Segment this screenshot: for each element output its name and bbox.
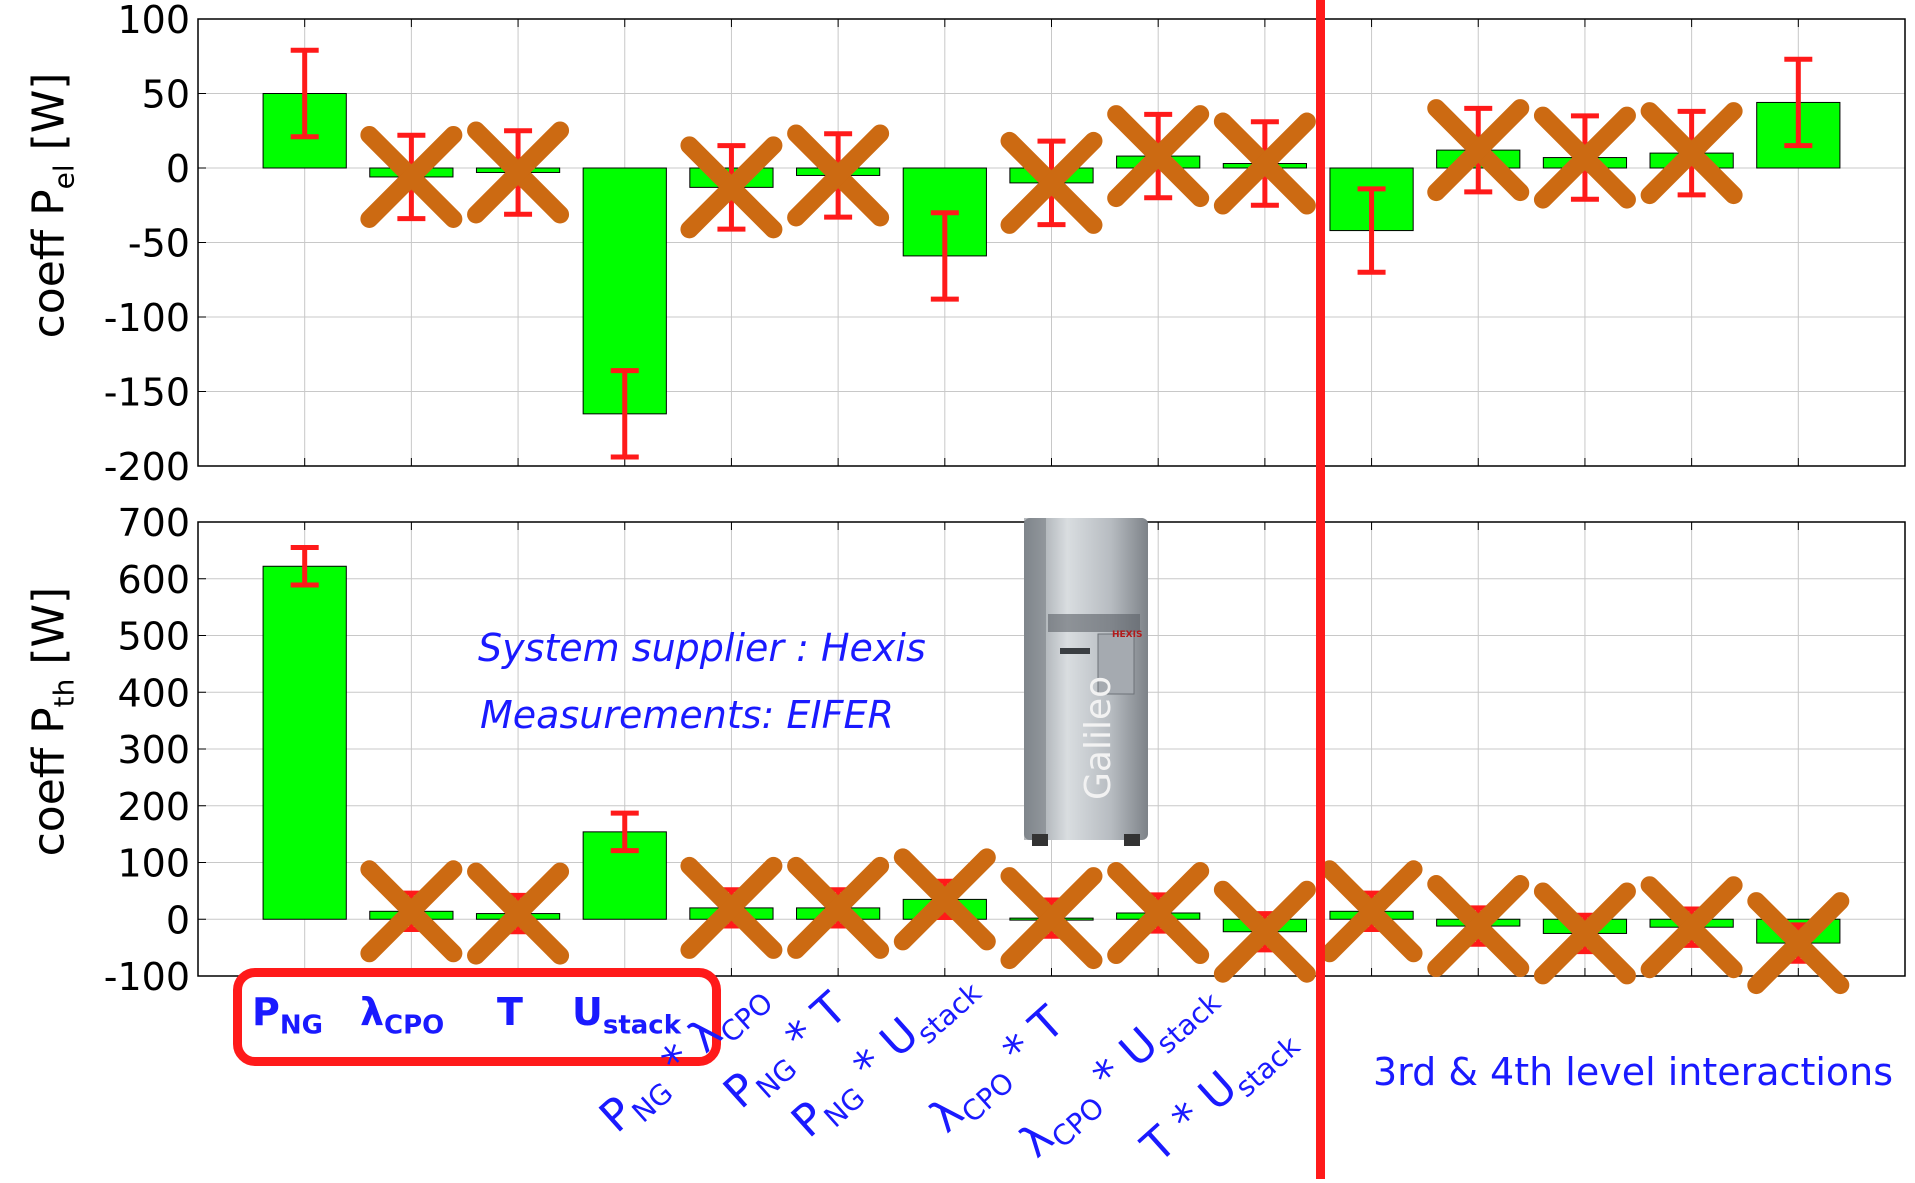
y-tick-label: -150 bbox=[104, 371, 190, 415]
cross-mark bbox=[680, 136, 783, 239]
y-tick-label: -100 bbox=[104, 955, 190, 999]
cross-mark bbox=[1000, 867, 1103, 970]
y-tick-label: 600 bbox=[117, 558, 190, 602]
y-tick-label: 300 bbox=[117, 728, 190, 772]
y-tick-label: -100 bbox=[104, 296, 190, 340]
cross-mark bbox=[1107, 862, 1210, 965]
cross-mark bbox=[680, 856, 783, 959]
label-lambda-cpo: λCPO bbox=[360, 990, 445, 1041]
y-tick-label: 500 bbox=[117, 615, 190, 659]
cross-mark bbox=[893, 848, 996, 951]
cross-mark bbox=[787, 856, 890, 959]
interaction-divider-line bbox=[1316, 0, 1325, 1179]
cross-mark bbox=[1213, 880, 1316, 983]
main-effects-box bbox=[233, 968, 721, 1066]
y-tick-label: 100 bbox=[117, 0, 190, 42]
higher-level-interactions-label: 3rd & 4th level interactions bbox=[1373, 1050, 1894, 1094]
cross-mark bbox=[467, 121, 570, 224]
y-tick-label: -50 bbox=[128, 222, 190, 266]
top-ylabel: coeff Pel [W] bbox=[23, 72, 81, 339]
y-tick-label: 50 bbox=[142, 73, 190, 117]
bottom-ylabel: coeff Pth [W] bbox=[23, 586, 81, 857]
cross-mark bbox=[360, 125, 463, 228]
y-tick-label: 0 bbox=[166, 147, 190, 191]
device-badge: HEXIS bbox=[1112, 630, 1143, 640]
supplier-annotation: System supplier : Hexis bbox=[478, 626, 926, 670]
cross-mark bbox=[1320, 860, 1423, 963]
y-tick-label: 700 bbox=[117, 501, 190, 545]
cross-mark bbox=[1640, 876, 1743, 979]
cross-mark bbox=[360, 860, 463, 963]
y-tick-label: 200 bbox=[117, 785, 190, 829]
cross-mark bbox=[1427, 99, 1530, 202]
cross-mark bbox=[1107, 105, 1210, 208]
y-tick-label: -200 bbox=[104, 445, 190, 489]
measurements-annotation: Measurements: EIFER bbox=[480, 693, 894, 737]
cross-mark bbox=[1000, 131, 1103, 234]
label-t: T bbox=[497, 990, 523, 1034]
cross-mark bbox=[1747, 892, 1850, 995]
cross-mark bbox=[1427, 875, 1530, 978]
y-tick-label: 100 bbox=[117, 842, 190, 886]
label-png: PNG bbox=[252, 990, 323, 1041]
bar bbox=[262, 565, 347, 920]
cross-mark bbox=[467, 862, 570, 965]
cross-mark bbox=[1533, 106, 1636, 209]
y-tick-label: 0 bbox=[166, 898, 190, 942]
galileo-device-image bbox=[1024, 518, 1148, 846]
y-tick-label: 400 bbox=[117, 671, 190, 715]
label-ustack: Ustack bbox=[572, 990, 682, 1041]
cross-mark bbox=[1640, 102, 1743, 205]
device-name-label: Galileo bbox=[1078, 675, 1119, 800]
cross-mark bbox=[1533, 882, 1636, 985]
cross-mark bbox=[1213, 112, 1316, 215]
cross-mark bbox=[787, 124, 890, 227]
